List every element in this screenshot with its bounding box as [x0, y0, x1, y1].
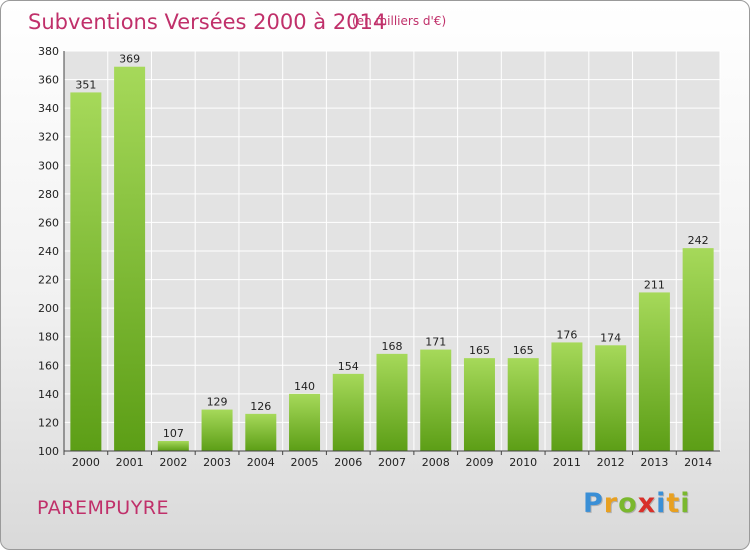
- x-tick-label: 2011: [553, 456, 581, 469]
- y-tick-label: 160: [38, 359, 59, 372]
- x-tick-label: 2014: [684, 456, 712, 469]
- logo-letter: t: [666, 488, 681, 519]
- value-label: 165: [513, 344, 534, 357]
- bar-2004: [245, 413, 277, 451]
- value-label: 168: [382, 340, 403, 353]
- y-tick-label: 100: [38, 445, 59, 458]
- logo-letter: i: [656, 488, 667, 519]
- y-tick-label: 340: [38, 102, 59, 115]
- commune-name: PAREMPUYRE: [37, 497, 170, 519]
- value-label: 369: [119, 53, 140, 66]
- bar-2005: [289, 393, 321, 451]
- bar-2009: [463, 358, 495, 451]
- logo-letter: x: [637, 488, 657, 519]
- bar-2010: [507, 358, 539, 451]
- chart-subtitle: (en milliers d'€): [352, 14, 447, 28]
- bar-2008: [420, 349, 452, 451]
- x-tick-label: 2013: [640, 456, 668, 469]
- x-tick-label: 2003: [203, 456, 231, 469]
- value-label: 171: [425, 336, 446, 349]
- bar-2007: [376, 353, 408, 451]
- bar-2003: [201, 409, 233, 451]
- axes: 100 120 140 160 180 200 220 240 260 280 300 320 340 3…: [38, 45, 720, 469]
- y-tick-label: 300: [38, 159, 59, 172]
- bar-2000: [70, 92, 102, 451]
- bar-2002: [157, 441, 189, 451]
- value-label: 107: [163, 427, 184, 440]
- y-tick-label: 280: [38, 188, 59, 201]
- x-tick-label: 2006: [334, 456, 362, 469]
- x-tick-label: 2000: [72, 456, 100, 469]
- value-label: 174: [600, 331, 621, 344]
- y-tick-label: 240: [38, 245, 59, 258]
- x-tick-label: 2004: [247, 456, 275, 469]
- axis-line: [63, 51, 720, 452]
- logo-letter: o: [618, 488, 638, 519]
- x-tick-label: 2009: [465, 456, 493, 469]
- y-tick-label: 380: [38, 45, 59, 58]
- x-tick-label: 2012: [597, 456, 625, 469]
- x-tick-label: 2001: [116, 456, 144, 469]
- y-tick-label: 220: [38, 274, 59, 287]
- logo-letter: i: [680, 488, 691, 519]
- bar-2014: [682, 248, 714, 451]
- value-label: 165: [469, 344, 490, 357]
- x-tick-label: 2002: [159, 456, 187, 469]
- y-tick-label: 200: [38, 302, 59, 315]
- y-tick-label: 360: [38, 74, 59, 87]
- value-label: 351: [75, 78, 96, 91]
- y-tick-label: 320: [38, 131, 59, 144]
- x-tick-label: 2008: [422, 456, 450, 469]
- bar-2011: [551, 342, 583, 451]
- value-label: 140: [294, 380, 315, 393]
- logo-letter: r: [603, 488, 619, 519]
- value-label: 129: [207, 396, 228, 409]
- value-label: 242: [688, 234, 709, 247]
- value-label: 154: [338, 360, 359, 373]
- value-label: 176: [556, 328, 577, 341]
- bar-2006: [332, 373, 364, 451]
- proxiti-logo: Proxiti: [583, 488, 691, 519]
- y-tick-label: 140: [38, 388, 59, 401]
- y-tick-label: 120: [38, 416, 59, 429]
- value-label: 126: [250, 400, 271, 413]
- bar-2012: [595, 345, 627, 451]
- y-tick-label: 260: [38, 216, 59, 229]
- logo-letter: P: [583, 488, 604, 519]
- chart-title: Subventions Versées 2000 à 2014: [28, 10, 387, 34]
- bar-2013: [638, 292, 670, 451]
- value-label: 211: [644, 278, 665, 291]
- x-tick-label: 2010: [509, 456, 537, 469]
- y-tick-label: 180: [38, 331, 59, 344]
- x-tick-label: 2007: [378, 456, 406, 469]
- x-tick-label: 2005: [291, 456, 319, 469]
- bar-2001: [114, 66, 146, 451]
- bars: 351 369 107 129 126 140 154 168 171 165 165 176 174 2…: [70, 53, 714, 451]
